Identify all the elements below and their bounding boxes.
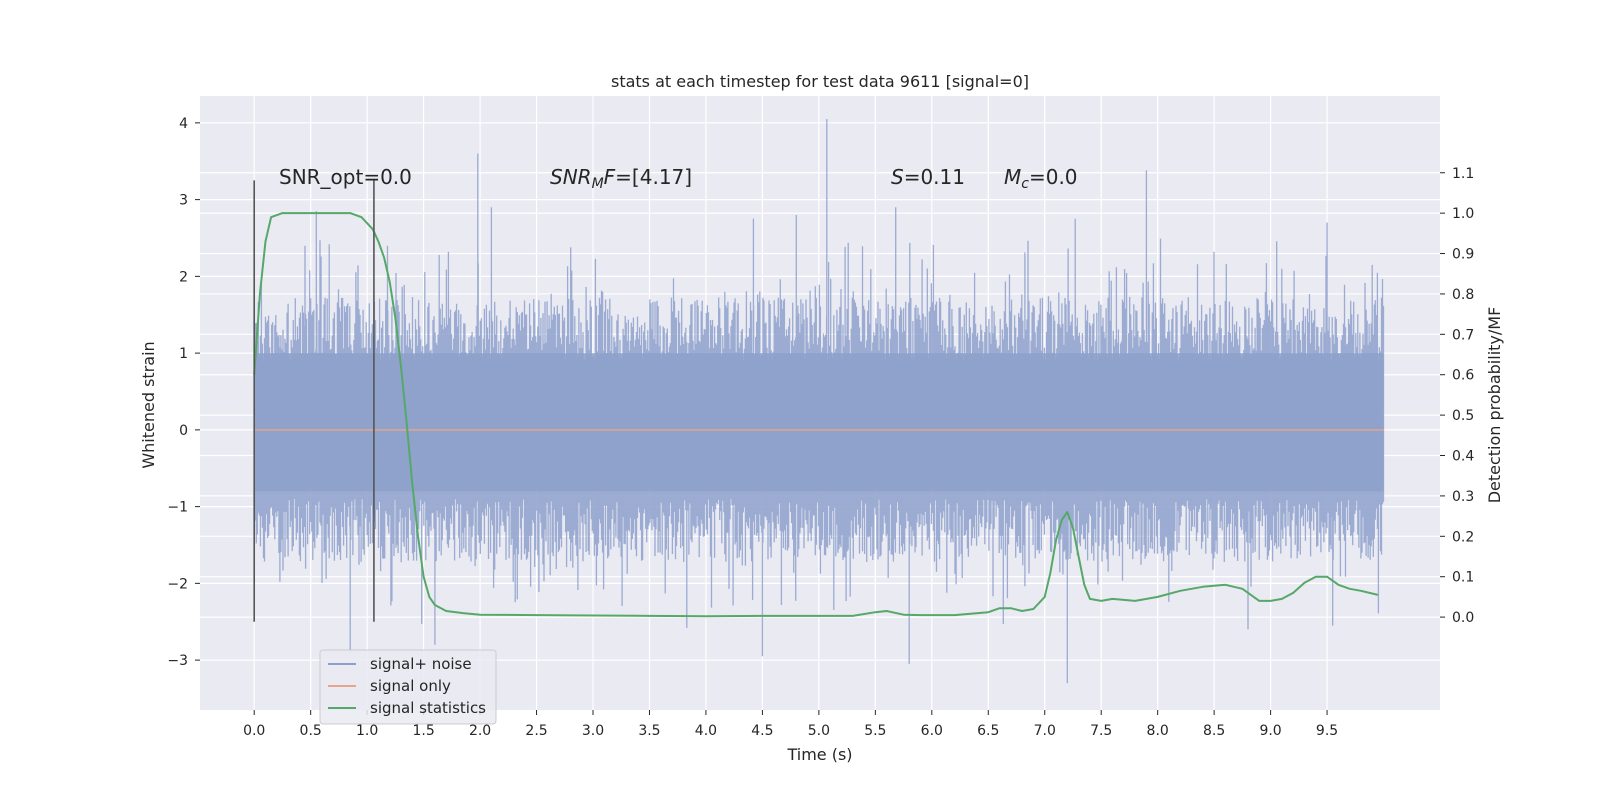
annotation-mc: Mc=0.0 [1004, 165, 1078, 192]
y-tick-label: 1 [179, 346, 188, 362]
signal-noise-series [253, 119, 1385, 684]
signal-statistics-line [253, 212, 1379, 618]
legend-box [319, 649, 497, 725]
legend-label-noise: signal+ noise [370, 655, 472, 673]
x-tick-label: 9.5 [1316, 723, 1338, 739]
y2-tick-label: 0.7 [1452, 327, 1474, 343]
x-tick-label: 7.0 [1034, 723, 1056, 739]
x-axis-label: Time (s) [786, 745, 852, 764]
y2-tick-label: 0.1 [1452, 570, 1474, 586]
y2-tick-label: 1.0 [1452, 206, 1474, 222]
y2-axis-ticks: 1.1 1.0 0.9 0.8 0.7 0.6 0.5 0.4 0.3 0.2 0.1 0.0 [1440, 166, 1474, 626]
y-tick-label: −2 [167, 576, 188, 592]
x-tick-label: 0.0 [243, 723, 265, 739]
vertical-markers [253, 180, 375, 622]
x-tick-label: 6.5 [977, 723, 999, 739]
y-tick-label: 3 [179, 193, 188, 209]
x-tick-label: 4.0 [695, 723, 717, 739]
x-tick-label: 8.5 [1203, 723, 1225, 739]
y-tick-label: 4 [179, 116, 188, 132]
y2-axis-label: Detection probability/MF [1485, 307, 1504, 504]
y-axis-ticks: 4 3 2 1 0 −1 −2 −3 [167, 116, 200, 669]
y2-tick-label: 0.5 [1452, 408, 1474, 424]
annotation-snr-opt: SNR_opt=0.0 [279, 165, 412, 189]
y-axis-label: Whitened strain [139, 341, 158, 468]
x-tick-label: 2.5 [525, 723, 547, 739]
x-tick-label: 6.0 [921, 723, 943, 739]
chart-title: stats at each timestep for test data 961… [611, 72, 1029, 91]
legend-label-signal: signal only [370, 677, 451, 695]
x-tick-label: 4.5 [751, 723, 773, 739]
y2-tick-label: 0.8 [1452, 287, 1474, 303]
y-tick-label: 2 [179, 269, 188, 285]
x-tick-label: 1.0 [356, 723, 378, 739]
legend: signal+ noise signal only signal statist… [319, 649, 497, 725]
y2-tick-label: 0.6 [1452, 368, 1474, 384]
y-tick-label: 0 [179, 423, 188, 439]
x-tick-label: 7.5 [1090, 723, 1112, 739]
y2-tick-label: 0.3 [1452, 489, 1474, 505]
x-tick-label: 3.0 [582, 723, 604, 739]
y2-tick-label: 0.9 [1452, 247, 1474, 263]
x-tick-label: 0.5 [300, 723, 322, 739]
x-tick-label: 9.0 [1259, 723, 1281, 739]
line-series [253, 212, 1384, 618]
x-tick-label: 5.0 [808, 723, 830, 739]
y2-tick-label: 0.0 [1452, 610, 1474, 626]
legend-label-stats: signal statistics [370, 699, 486, 717]
x-tick-label: 1.5 [412, 723, 434, 739]
annotation-s: S=0.11 [891, 165, 965, 189]
y-tick-label: −3 [167, 653, 188, 669]
x-tick-label: 5.5 [864, 723, 886, 739]
y2-tick-label: 0.2 [1452, 529, 1474, 545]
y2-tick-label: 0.4 [1452, 449, 1474, 465]
x-tick-label: 3.5 [638, 723, 660, 739]
y-tick-label: −1 [167, 500, 188, 516]
annotation-snr-mf: SNRMF=[4.17] [550, 165, 692, 192]
y2-tick-label: 1.1 [1452, 166, 1474, 182]
x-tick-label: 8.0 [1147, 723, 1169, 739]
x-axis-ticks: 0.0 0.5 1.0 1.5 2.0 2.5 3.0 3.5 4.0 4.5 5.0 5.5 6.0 6… [243, 710, 1338, 739]
x-tick-label: 2.0 [469, 723, 491, 739]
